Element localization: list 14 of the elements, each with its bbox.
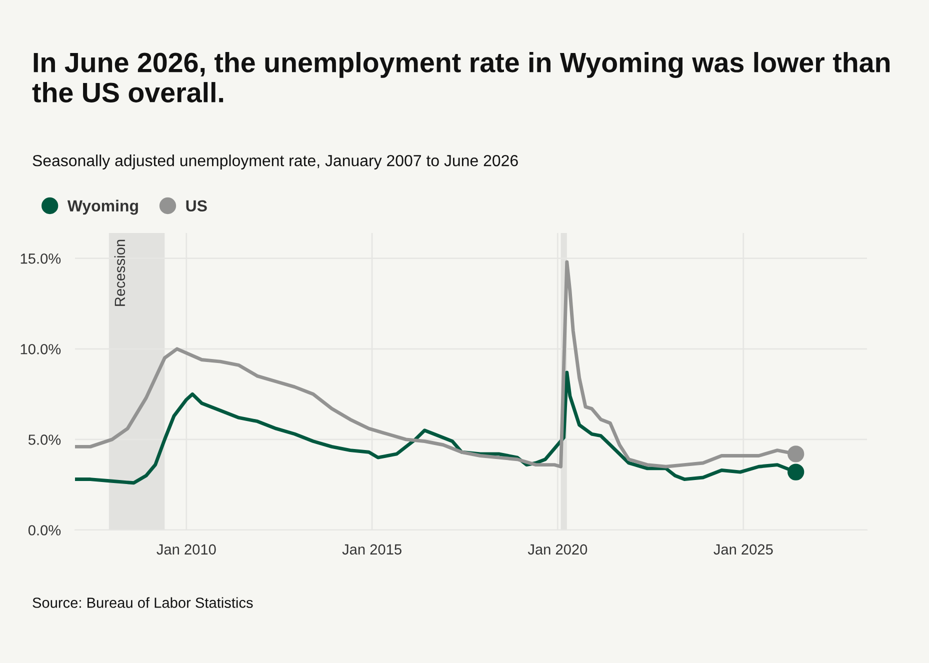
x-tick-label: Jan 2010 <box>156 544 216 555</box>
chart-subtitle: Seasonally adjusted unemployment rate, January 2007 to June 2026 <box>32 154 518 170</box>
legend-label: Wyoming <box>67 200 138 215</box>
x-tick-label: Jan 2015 <box>342 544 402 555</box>
x-tick-label: Jan 2025 <box>714 544 773 555</box>
y-tick-label: 15.0% <box>20 253 61 264</box>
x-tick-label: Jan 2020 <box>528 544 588 555</box>
legend-label: US <box>186 200 207 212</box>
band-label: Recession <box>114 240 126 306</box>
y-tick-label: 10.0% <box>20 344 61 354</box>
y-tick-label: 0.0% <box>28 525 61 536</box>
y-tick-label: 5.0% <box>28 434 61 445</box>
source-note: Source: Bureau of Labor Statistics <box>32 597 253 608</box>
chart-title: In June 2026, the unemployment rate in Wyoming was lower than the US overall. <box>32 52 890 102</box>
